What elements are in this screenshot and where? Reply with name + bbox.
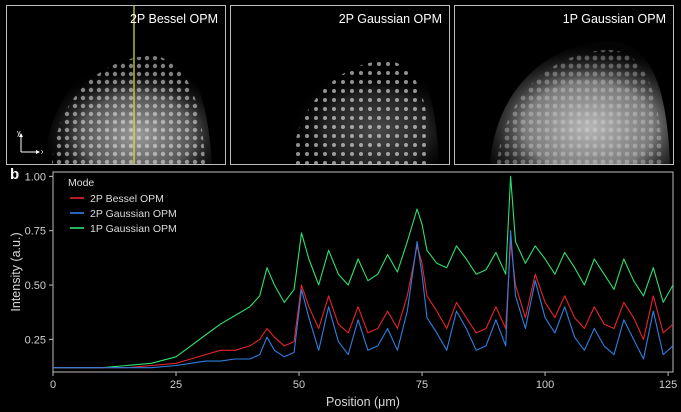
- legend-entry: 2P Bessel OPM: [90, 193, 164, 205]
- series-line-1p-gaussian-opm: [53, 175, 674, 369]
- legend-title: Mode: [68, 177, 94, 189]
- y-axis-title: Intensity (a.u.): [9, 232, 23, 311]
- x-axis-title: Position (μm): [326, 395, 400, 409]
- y-tick-label: 1.00: [25, 171, 46, 183]
- x-tick-label: 25: [170, 379, 182, 391]
- series-line-2p-gaussian-opm: [53, 230, 674, 369]
- x-tick-label: 100: [536, 379, 554, 391]
- series-layer: [53, 175, 674, 369]
- micrograph-title: 2P Bessel OPM: [129, 12, 218, 26]
- tick-layer: 0 25 50 75 100 125 0.25 0.50 0.75 1.00: [25, 171, 678, 391]
- plot-area: [52, 171, 674, 373]
- legend-entry: 2P Gaussian OPM: [90, 208, 177, 220]
- micrograph-2p-gaussian-image: [281, 50, 439, 164]
- micrograph-2p-gaussian: 2P Gaussian OPM: [230, 5, 450, 165]
- micrograph-title: 2P Gaussian OPM: [338, 12, 442, 26]
- y-tick-label: 0.25: [25, 334, 46, 346]
- x-tick-label: 50: [293, 379, 305, 391]
- micrograph-title: 1P Gaussian OPM: [562, 12, 666, 26]
- micrograph-1p-gaussian-image: [490, 40, 670, 164]
- legend: Mode 2P Bessel OPM 2P Gaussian OPM 1P Gauss…: [68, 177, 177, 235]
- intensity-profile-chart: 0 25 50 75 100 125 0.25 0.50 0.75 1.00 Mode 2P Bes…: [9, 171, 678, 409]
- micrograph-1p-gaussian: 1P Gaussian OPM: [454, 5, 674, 165]
- axis-x-label: x: [41, 149, 43, 156]
- x-tick-label: 125: [659, 379, 677, 391]
- series-line-2p-bessel-opm: [53, 241, 674, 369]
- micrograph-2p-bessel-image: [45, 6, 212, 164]
- y-tick-label: 0.75: [25, 226, 46, 238]
- panel-b-label: b: [10, 166, 20, 183]
- y-tick-label: 0.50: [25, 280, 46, 292]
- axis-y-label: y: [17, 130, 21, 137]
- legend-entry: 1P Gaussian OPM: [90, 223, 177, 235]
- micrograph-2p-bessel: 2P Bessel OPM y x: [6, 5, 226, 165]
- axis-indicator-icon: y x: [17, 130, 43, 156]
- x-tick-label: 0: [50, 379, 56, 391]
- x-tick-label: 75: [416, 379, 428, 391]
